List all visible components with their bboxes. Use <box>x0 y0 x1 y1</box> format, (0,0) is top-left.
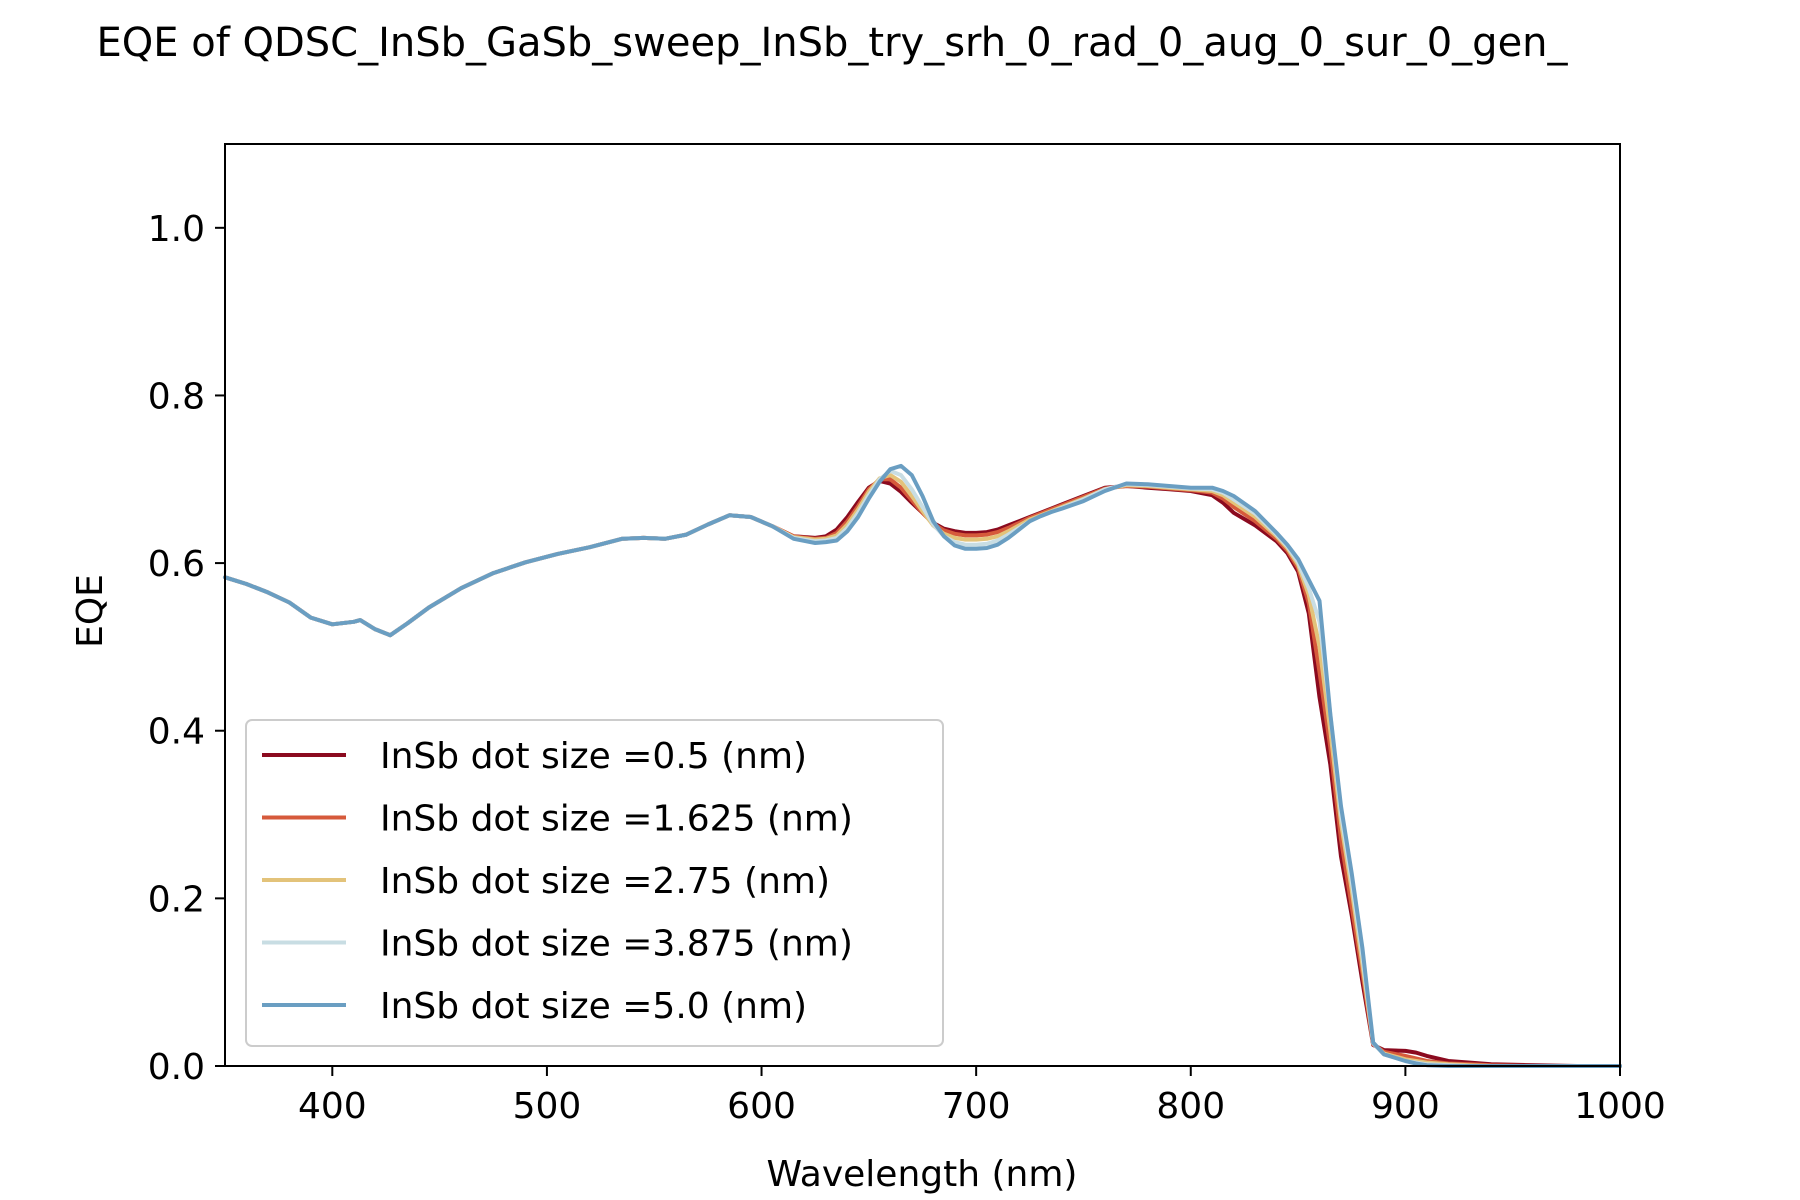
x-tick-label: 400 <box>298 1086 367 1127</box>
legend-label: InSb dot size =2.75 (nm) <box>380 861 830 902</box>
y-axis-title: EQE <box>70 574 111 648</box>
y-tick-label: 0.8 <box>148 376 205 417</box>
x-tick-label: 600 <box>727 1086 796 1127</box>
plot-frame <box>224 143 1621 1067</box>
y-tick-label: 0.6 <box>148 544 205 585</box>
series-line-5 <box>223 463 1622 1068</box>
y-tick-label: 0.2 <box>148 879 205 920</box>
y-tick-label: 1.0 <box>148 209 205 250</box>
x-tick-label: 900 <box>1371 1086 1440 1127</box>
x-tick-label: 700 <box>942 1086 1011 1127</box>
plot-area <box>223 463 1622 1068</box>
legend-label: InSb dot size =3.875 (nm) <box>380 924 853 965</box>
x-tick-label: 800 <box>1156 1086 1225 1127</box>
legend-label: InSb dot size =5.0 (nm) <box>380 986 807 1027</box>
y-tick-label: 0.4 <box>148 712 205 753</box>
x-tick-label: 1000 <box>1574 1086 1666 1127</box>
legend-box <box>245 719 944 1047</box>
chart-title: EQE of QDSC_InSb_GaSb_sweep_InSb_try_srh… <box>96 20 1568 66</box>
x-tick-label: 500 <box>513 1086 582 1127</box>
legend-label: InSb dot size =1.625 (nm) <box>380 799 853 840</box>
y-axis: 0.0 0.2 0.4 0.6 0.8 1.0 <box>148 209 225 1088</box>
legend: InSb dot size =0.5 (nm) InSb dot size =1.… <box>245 719 944 1047</box>
x-axis-title: Wavelength (nm) <box>767 1154 1078 1195</box>
y-tick-label: 0.0 <box>148 1047 205 1088</box>
legend-label: InSb dot size =0.5 (nm) <box>380 736 807 777</box>
x-axis: 400 500 600 700 800 900 1000 <box>298 1066 1666 1127</box>
